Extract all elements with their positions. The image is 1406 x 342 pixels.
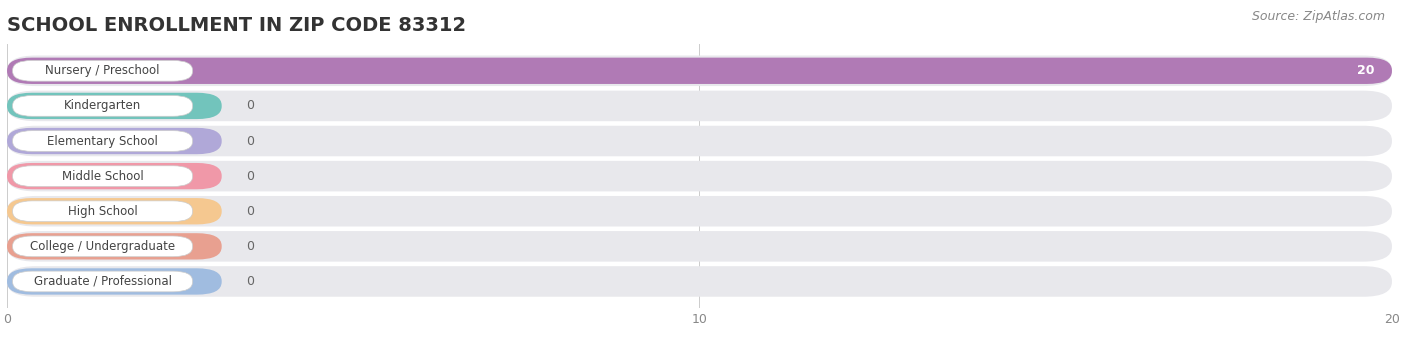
FancyBboxPatch shape — [7, 126, 1392, 156]
FancyBboxPatch shape — [7, 91, 1392, 121]
FancyBboxPatch shape — [7, 55, 1392, 86]
FancyBboxPatch shape — [7, 268, 222, 295]
Text: 20: 20 — [1357, 64, 1375, 77]
FancyBboxPatch shape — [7, 58, 1392, 84]
FancyBboxPatch shape — [7, 196, 1392, 226]
FancyBboxPatch shape — [7, 198, 222, 224]
FancyBboxPatch shape — [7, 163, 222, 189]
FancyBboxPatch shape — [7, 233, 222, 260]
Text: SCHOOL ENROLLMENT IN ZIP CODE 83312: SCHOOL ENROLLMENT IN ZIP CODE 83312 — [7, 16, 467, 35]
Text: Nursery / Preschool: Nursery / Preschool — [45, 64, 160, 77]
Text: 0: 0 — [246, 205, 254, 218]
FancyBboxPatch shape — [13, 201, 193, 222]
Text: 0: 0 — [246, 170, 254, 183]
Text: Graduate / Professional: Graduate / Professional — [34, 275, 172, 288]
Text: College / Undergraduate: College / Undergraduate — [30, 240, 176, 253]
Text: 0: 0 — [246, 240, 254, 253]
Text: 0: 0 — [246, 275, 254, 288]
Text: Middle School: Middle School — [62, 170, 143, 183]
Text: 0: 0 — [246, 100, 254, 113]
FancyBboxPatch shape — [7, 266, 1392, 297]
FancyBboxPatch shape — [13, 95, 193, 116]
FancyBboxPatch shape — [7, 231, 1392, 262]
FancyBboxPatch shape — [13, 236, 193, 257]
Text: Elementary School: Elementary School — [48, 134, 157, 147]
Text: Kindergarten: Kindergarten — [63, 100, 141, 113]
FancyBboxPatch shape — [7, 128, 222, 154]
Text: 0: 0 — [246, 134, 254, 147]
FancyBboxPatch shape — [13, 131, 193, 152]
FancyBboxPatch shape — [7, 161, 1392, 192]
FancyBboxPatch shape — [13, 271, 193, 292]
FancyBboxPatch shape — [13, 61, 193, 81]
Text: High School: High School — [67, 205, 138, 218]
FancyBboxPatch shape — [13, 166, 193, 186]
Text: Source: ZipAtlas.com: Source: ZipAtlas.com — [1251, 10, 1385, 23]
FancyBboxPatch shape — [7, 93, 222, 119]
